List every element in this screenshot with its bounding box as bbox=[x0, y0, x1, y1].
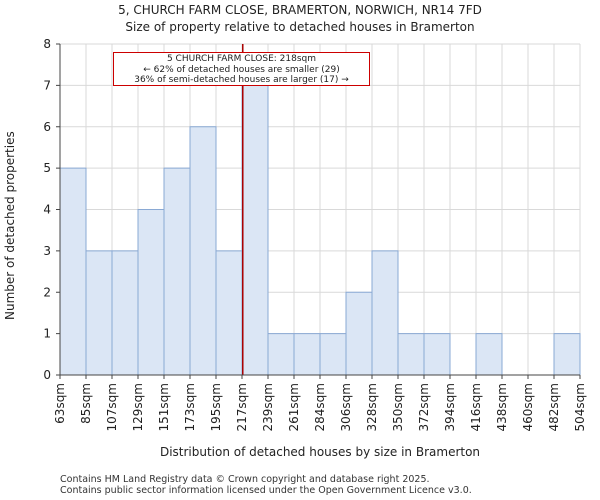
x-tick-label: 284sqm bbox=[313, 383, 327, 431]
footer-copyright: Contains HM Land Registry data © Crown c… bbox=[60, 474, 430, 485]
histogram-bar bbox=[293, 333, 321, 376]
histogram-bar bbox=[475, 333, 503, 376]
x-tick-label: 482sqm bbox=[547, 383, 561, 431]
x-tick-label: 460sqm bbox=[521, 383, 535, 431]
y-tick-label: 4 bbox=[43, 203, 51, 217]
y-tick-label: 2 bbox=[43, 285, 51, 299]
y-tick-label: 3 bbox=[43, 244, 51, 258]
bars bbox=[59, 84, 581, 376]
histogram-bar bbox=[85, 250, 113, 376]
x-tick-label: 107sqm bbox=[105, 383, 119, 431]
histogram-bar bbox=[137, 209, 165, 376]
histogram-bar bbox=[423, 333, 451, 376]
histogram-bar bbox=[397, 333, 425, 376]
chart-title-address: 5, CHURCH FARM CLOSE, BRAMERTON, NORWICH… bbox=[118, 3, 482, 17]
histogram-bar bbox=[553, 333, 581, 376]
histogram-bar bbox=[163, 167, 191, 376]
footer-licence: Contains public sector information licen… bbox=[60, 485, 472, 496]
y-tick-label: 6 bbox=[43, 120, 51, 134]
tick-labels: 0 1 2 3 4 5 6 7 8 63sqm 85sqm 107sqm 129sqm 151sqm 173… bbox=[43, 37, 587, 431]
x-tick-label: 173sqm bbox=[183, 383, 197, 431]
histogram-bar bbox=[241, 84, 269, 376]
x-tick-label: 416sqm bbox=[469, 383, 483, 431]
x-axis-label: Distribution of detached houses by size … bbox=[159, 445, 481, 459]
annotation-line-larger: 36% of semi-detached houses are larger (… bbox=[134, 75, 349, 85]
axes bbox=[56, 43, 581, 379]
x-tick-label: 63sqm bbox=[53, 383, 67, 424]
chart-subtitle: Size of property relative to detached ho… bbox=[125, 20, 475, 34]
annotation-line-property: 5 CHURCH FARM CLOSE: 218sqm bbox=[166, 54, 317, 64]
histogram-bar bbox=[371, 250, 399, 376]
x-tick-label: 217sqm bbox=[235, 383, 249, 431]
histogram-bar bbox=[267, 333, 295, 376]
x-tick-label: 195sqm bbox=[209, 383, 223, 431]
y-tick-label: 8 bbox=[43, 37, 51, 51]
y-axis-label: Number of detached properties bbox=[3, 131, 17, 320]
x-tick-label: 306sqm bbox=[339, 383, 353, 431]
histogram-bar bbox=[319, 333, 347, 376]
x-tick-label: 350sqm bbox=[391, 383, 405, 431]
y-tick-label: 5 bbox=[43, 161, 51, 175]
histogram-bar bbox=[111, 250, 139, 376]
histogram-bar bbox=[59, 167, 87, 376]
x-tick-label: 504sqm bbox=[573, 383, 587, 431]
histogram-bar bbox=[345, 291, 373, 376]
x-tick-label: 328sqm bbox=[365, 383, 379, 431]
x-tick-label: 394sqm bbox=[443, 383, 457, 431]
histogram-bar bbox=[189, 126, 217, 376]
annotation-box: 5 CHURCH FARM CLOSE: 218sqm ← 62% of det… bbox=[113, 52, 370, 86]
x-tick-label: 129sqm bbox=[131, 383, 145, 431]
x-tick-label: 261sqm bbox=[287, 383, 301, 431]
x-tick-label: 239sqm bbox=[261, 383, 275, 431]
x-tick-label: 151sqm bbox=[157, 383, 171, 431]
y-tick-label: 1 bbox=[43, 327, 51, 341]
histogram-bar bbox=[215, 250, 243, 376]
x-tick-label: 372sqm bbox=[417, 383, 431, 431]
annotation-line-smaller: ← 62% of detached houses are smaller (29… bbox=[143, 64, 340, 75]
x-tick-label: 438sqm bbox=[495, 383, 509, 431]
y-tick-label: 0 bbox=[43, 368, 51, 382]
y-tick-label: 7 bbox=[43, 78, 51, 92]
x-tick-label: 85sqm bbox=[79, 383, 93, 424]
